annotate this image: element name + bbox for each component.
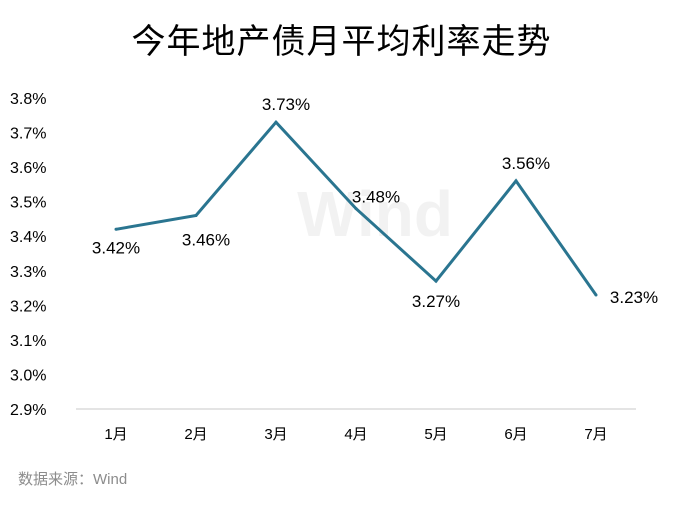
y-tick-label: 3.7% bbox=[10, 126, 46, 143]
y-tick-label: 3.1% bbox=[10, 333, 46, 350]
x-tick-label: 5月 bbox=[424, 426, 447, 443]
x-tick-label: 3月 bbox=[264, 426, 287, 443]
source-note: 数据来源：Wind bbox=[18, 471, 128, 488]
y-tick-label: 3.3% bbox=[10, 264, 46, 281]
x-tick-label: 7月 bbox=[584, 426, 607, 443]
y-tick-label: 3.8% bbox=[10, 91, 46, 108]
y-tick-label: 3.2% bbox=[10, 298, 46, 315]
data-point bbox=[354, 207, 358, 211]
data-label: 3.23% bbox=[610, 288, 658, 307]
data-point bbox=[274, 120, 278, 124]
x-tick-label: 4月 bbox=[344, 426, 367, 443]
y-tick-label: 3.6% bbox=[10, 160, 46, 177]
x-tick-label: 2月 bbox=[184, 426, 207, 443]
data-label: 3.73% bbox=[262, 95, 310, 114]
x-tick-label: 1月 bbox=[104, 426, 127, 443]
data-point bbox=[194, 213, 198, 217]
data-point bbox=[114, 227, 118, 231]
data-point bbox=[594, 293, 598, 297]
y-tick-label: 2.9% bbox=[10, 402, 46, 419]
data-label: 3.56% bbox=[502, 154, 550, 173]
data-label: 3.27% bbox=[412, 292, 460, 311]
data-label: 3.48% bbox=[352, 188, 400, 207]
y-tick-label: 3.0% bbox=[10, 367, 46, 384]
data-point bbox=[514, 179, 518, 183]
watermark: Wind bbox=[297, 178, 453, 250]
x-tick-label: 6月 bbox=[504, 426, 527, 443]
data-label: 3.42% bbox=[92, 238, 140, 257]
chart-title: 今年地产债月平均利率走势 bbox=[131, 23, 552, 61]
y-tick-label: 3.5% bbox=[10, 195, 46, 212]
data-label: 3.46% bbox=[182, 230, 230, 249]
data-point bbox=[434, 279, 438, 283]
y-tick-label: 3.4% bbox=[10, 229, 46, 246]
